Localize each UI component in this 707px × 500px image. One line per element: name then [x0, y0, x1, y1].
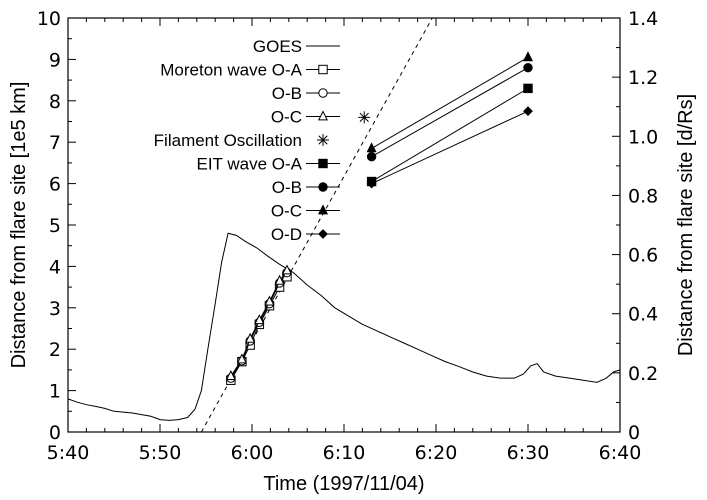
- x-tick-label: 6:30: [507, 442, 550, 464]
- y-left-tick-label: 9: [49, 49, 61, 71]
- plot-frame: [67, 17, 621, 433]
- data-point: [274, 274, 285, 285]
- data-point: [366, 178, 377, 189]
- legend-marker: [318, 158, 328, 169]
- series-4: [358, 111, 371, 124]
- y-left-tick-label: 10: [37, 8, 61, 30]
- y-left-tick-label: 3: [49, 298, 61, 320]
- legend: GOES Moreton wave O-A O-B O-C Filament Oscil…: [154, 37, 340, 244]
- legend-marker: [318, 64, 328, 75]
- legend-marker: [318, 229, 328, 239]
- y-right-tick-label: 0.6: [628, 245, 658, 267]
- legend-marker: [317, 134, 329, 146]
- legend-label: Filament Oscillation: [154, 131, 302, 150]
- x-tick-label: 6:10: [323, 442, 366, 464]
- plot-area: [67, 17, 621, 433]
- legend-label: O-B: [272, 84, 302, 103]
- series-8: [366, 106, 533, 189]
- y-left-tick-label: 8: [49, 91, 61, 113]
- y-left-tick-label: 2: [49, 339, 61, 361]
- series-3: [225, 264, 292, 380]
- legend-marker: [318, 88, 328, 98]
- y-right-tick-label: 0.2: [628, 363, 658, 385]
- legend-label: O-C: [271, 202, 302, 221]
- y-left-tick-label: 6: [49, 174, 61, 196]
- series-6: [366, 62, 533, 162]
- legend-marker: [317, 110, 329, 121]
- legend-label: EIT wave O-A: [197, 155, 303, 174]
- series-line: [371, 87, 529, 182]
- data-point: [358, 111, 371, 124]
- data-point: [523, 83, 533, 94]
- star-stroke: [359, 112, 369, 122]
- y-left-tick-label: 1: [49, 381, 61, 403]
- x-tick-label: 5:40: [47, 442, 90, 464]
- y-axis-label-left: Distance from flare site [1e5 km]: [8, 82, 30, 369]
- y-right-tick-label: 0: [628, 422, 640, 444]
- star-stroke: [318, 135, 328, 145]
- y-left-tick-label: 5: [49, 215, 61, 237]
- x-tick-label: 6:00: [231, 442, 274, 464]
- legend-label: GOES: [253, 37, 302, 56]
- data-point: [522, 51, 534, 62]
- legend-marker: [317, 204, 329, 215]
- x-tick-label: 6:40: [599, 442, 642, 464]
- y-left-tick-label: 4: [49, 256, 61, 278]
- series-2: [226, 267, 292, 383]
- data-point: [236, 353, 247, 364]
- data-point: [523, 106, 533, 117]
- x-tick-label: 5:50: [139, 442, 182, 464]
- data-point: [225, 369, 236, 380]
- series-line: [371, 56, 529, 149]
- series-line: [371, 67, 529, 158]
- y-right-tick-label: 0.8: [628, 185, 658, 207]
- x-axis-label: Time (1997/11/04): [263, 473, 424, 495]
- y-right-tick-label: 1.0: [628, 126, 658, 148]
- x-tick-label: 6:20: [415, 442, 458, 464]
- series-line: [67, 232, 621, 421]
- y-right-tick-label: 1.2: [628, 67, 658, 89]
- series-7: [366, 51, 534, 153]
- legend-label: O-C: [271, 108, 302, 127]
- fit-line-dashed: [200, 17, 433, 433]
- legend-label: Moreton wave O-A: [160, 61, 302, 80]
- y-right-tick-label: 1.4: [628, 8, 658, 30]
- series-line: [371, 110, 529, 185]
- data-point: [264, 295, 275, 306]
- legend-label: O-D: [271, 225, 302, 244]
- legend-marker: [318, 182, 328, 192]
- data-point: [254, 314, 265, 325]
- legend-label: O-B: [272, 178, 302, 197]
- data-point: [245, 332, 256, 343]
- axes: 5:40 5:50 6:00 6:10 6:20 6:30 6:40012345678910…: [37, 8, 658, 464]
- series-0: [67, 232, 621, 421]
- series-5: [366, 83, 533, 187]
- y-axis-label-right: Distance from flare site [d/Rs]: [675, 94, 697, 356]
- data-point: [281, 264, 292, 275]
- data-point: [523, 62, 533, 73]
- y-right-tick-label: 0.4: [628, 304, 658, 326]
- y-left-tick-label: 7: [49, 132, 61, 154]
- y-left-tick-label: 0: [49, 422, 61, 444]
- data-point: [366, 142, 377, 153]
- data-point: [366, 151, 377, 162]
